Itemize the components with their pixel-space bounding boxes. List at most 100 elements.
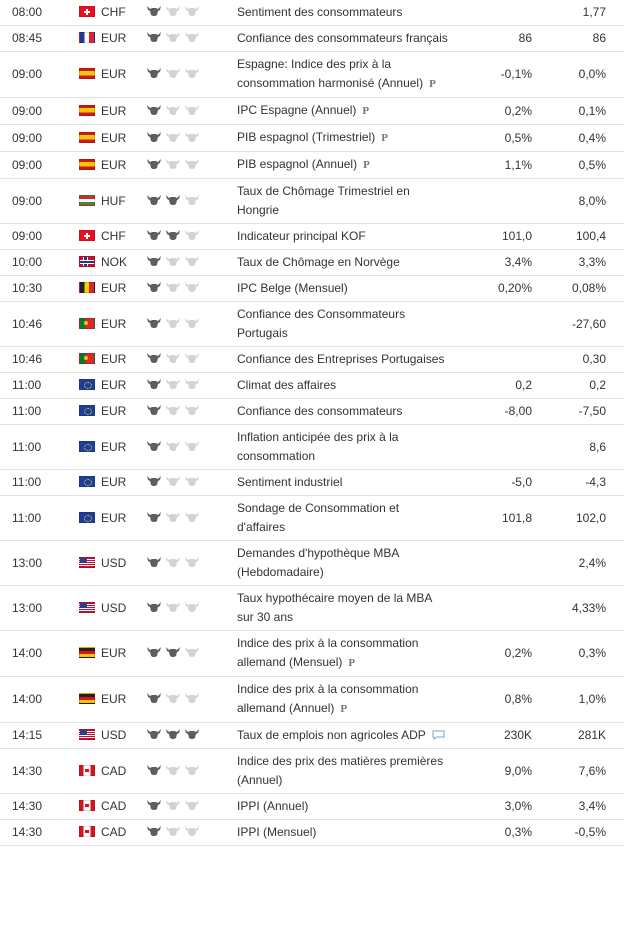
- event-row[interactable]: 09:00 EUR IPC Espagne (Annuel) P 0,2% 0,1%: [0, 98, 624, 125]
- bull-importance-icon: [165, 67, 181, 79]
- currency-code: USD: [101, 728, 127, 742]
- event-name[interactable]: Sentiment des consommateurs: [237, 5, 403, 19]
- event-name[interactable]: IPC Espagne (Annuel): [237, 103, 357, 117]
- event-name[interactable]: Sondage de Consommation et d'affaires: [237, 501, 400, 534]
- event-name[interactable]: Indice des prix des matières premières (…: [237, 754, 444, 787]
- preliminary-icon[interactable]: P: [381, 132, 388, 144]
- event-name[interactable]: Confiance des consommateurs français: [237, 31, 448, 45]
- bull-importance-icon: [146, 692, 162, 704]
- bull-importance-icon: [146, 825, 162, 837]
- event-name[interactable]: Sentiment industriel: [237, 475, 343, 489]
- event-row[interactable]: 10:00 NOK Taux de Chômage en Norvège 3,4% 3,…: [0, 250, 624, 276]
- flag-norway-icon: [79, 256, 95, 267]
- event-row[interactable]: 09:00 HUF Taux de Chômage Trimestriel en H…: [0, 179, 624, 224]
- bull-importance-icon: [184, 646, 200, 658]
- event-name[interactable]: Taux de Chômage Trimestriel en Hongrie: [237, 184, 410, 217]
- event-name[interactable]: IPPI (Mensuel): [237, 825, 317, 839]
- currency-code: CHF: [101, 5, 126, 19]
- event-row[interactable]: 14:30 CAD IPPI (Annuel) 3,0% 3,4%: [0, 794, 624, 820]
- event-row[interactable]: 14:00 EUR Indice des prix à la consommatio…: [0, 677, 624, 723]
- flag-belgium-icon: [79, 282, 95, 293]
- actual-value: [452, 541, 538, 586]
- event-row[interactable]: 13:00 USD Demandes d'hypothèque MBA (Hebdo…: [0, 541, 624, 586]
- bull-importance-icon: [165, 378, 181, 390]
- flag-eurozone-icon: [79, 379, 95, 390]
- currency-code: NOK: [101, 255, 128, 269]
- event-row[interactable]: 14:00 EUR Indice des prix à la consommatio…: [0, 631, 624, 677]
- comment-icon[interactable]: [432, 727, 445, 740]
- event-name[interactable]: Climat des affaires: [237, 378, 337, 392]
- event-name[interactable]: Inflation anticipée des prix à la consom…: [237, 430, 399, 463]
- preliminary-icon[interactable]: P: [363, 159, 370, 171]
- previous-value: -7,50: [578, 404, 606, 418]
- importance-rating: [144, 749, 233, 794]
- importance-rating: [144, 302, 233, 347]
- event-row[interactable]: 14:15 USD Taux de emplois non agricoles AD…: [0, 723, 624, 749]
- event-name[interactable]: Confiance des consommateurs: [237, 404, 403, 418]
- bull-importance-icon: [146, 229, 162, 241]
- currency-code: EUR: [101, 31, 127, 45]
- importance-rating: [144, 723, 233, 749]
- importance-rating: [144, 541, 233, 586]
- event-name[interactable]: Taux de emplois non agricoles ADP: [237, 728, 426, 742]
- bull-importance-icon: [146, 728, 162, 740]
- event-time: 11:00: [12, 475, 42, 489]
- event-row[interactable]: 10:46 EUR Confiance des Consommateurs Port…: [0, 302, 624, 347]
- importance-rating: [144, 52, 233, 98]
- event-row[interactable]: 08:00 CHF Sentiment des consommateurs 1,77: [0, 0, 624, 26]
- flag-spain-icon: [79, 104, 95, 116]
- event-row[interactable]: 11:00 EUR Sondage de Consommation et d'aff…: [0, 496, 624, 541]
- event-name[interactable]: Espagne: Indice des prix à la consommati…: [237, 57, 424, 90]
- event-row[interactable]: 11:00 EUR Climat des affaires 0,2 0,2: [0, 373, 624, 399]
- event-name[interactable]: PIB espagnol (Annuel): [237, 157, 358, 171]
- actual-value: 101,8: [501, 510, 532, 525]
- event-row[interactable]: 11:00 EUR Sentiment industriel -5,0 -4,3: [0, 470, 624, 496]
- event-name[interactable]: Taux hypothécaire moyen de la MBA sur 30…: [237, 591, 432, 624]
- event-name[interactable]: Confiance des Entreprises Portugaises: [237, 352, 445, 366]
- event-name[interactable]: PIB espagnol (Trimestriel): [237, 130, 376, 144]
- event-row[interactable]: 08:45 EUR Confiance des consommateurs fran…: [0, 26, 624, 52]
- event-row[interactable]: 11:00 EUR Confiance des consommateurs -8,00…: [0, 399, 624, 425]
- preliminary-icon[interactable]: P: [340, 703, 348, 715]
- event-row[interactable]: 11:00 EUR Inflation anticipée des prix à l…: [0, 425, 624, 470]
- event-name[interactable]: Indice des prix à la consommation allema…: [237, 636, 419, 669]
- event-row[interactable]: 13:00 USD Taux hypothécaire moyen de la MB…: [0, 586, 624, 631]
- event-row[interactable]: 10:46 EUR Confiance des Entreprises Portug…: [0, 347, 624, 373]
- event-name[interactable]: Taux de Chômage en Norvège: [237, 255, 400, 269]
- currency-code: EUR: [101, 316, 127, 331]
- event-time: 09:00: [12, 193, 43, 208]
- event-row[interactable]: 09:00 EUR PIB espagnol (Annuel) P 1,1% 0,5%: [0, 152, 624, 179]
- event-name[interactable]: Confiance des Consommateurs Portugais: [237, 307, 406, 340]
- previous-value: -0,5%: [574, 825, 606, 839]
- event-name[interactable]: IPC Belge (Mensuel): [237, 281, 348, 295]
- event-row[interactable]: 09:00 EUR Espagne: Indice des prix à la co…: [0, 52, 624, 98]
- bull-importance-icon: [165, 317, 181, 329]
- bull-importance-icon: [165, 646, 181, 658]
- event-name[interactable]: Indice des prix à la consommation allema…: [237, 682, 419, 715]
- bull-importance-icon: [184, 799, 200, 811]
- importance-rating: [144, 98, 233, 125]
- event-row[interactable]: 14:30 CAD Indice des prix des matières pre…: [0, 749, 624, 794]
- event-row[interactable]: 09:00 EUR PIB espagnol (Trimestriel) P 0,5% 0…: [0, 125, 624, 152]
- bull-importance-icon: [184, 67, 200, 79]
- event-row[interactable]: 10:30 EUR IPC Belge (Mensuel) 0,20% 0,08%: [0, 276, 624, 302]
- currency-code: EUR: [101, 475, 127, 489]
- preliminary-icon[interactable]: P: [429, 78, 436, 90]
- actual-value: [452, 586, 538, 631]
- bull-importance-icon: [146, 646, 162, 658]
- actual-value: 0,5%: [504, 130, 532, 145]
- event-time: 11:00: [12, 510, 42, 525]
- bull-importance-icon: [165, 764, 181, 776]
- bull-importance-icon: [184, 475, 200, 487]
- event-row[interactable]: 14:30 CAD IPPI (Mensuel) 0,3% -0,5%: [0, 820, 624, 846]
- event-row[interactable]: 09:00 CHF Indicateur principal KOF 101,0 100…: [0, 224, 624, 250]
- event-time: 13:00: [12, 555, 43, 570]
- event-name[interactable]: Indicateur principal KOF: [237, 229, 366, 243]
- event-name[interactable]: IPPI (Annuel): [237, 799, 309, 813]
- preliminary-icon[interactable]: P: [348, 657, 356, 669]
- event-name[interactable]: Demandes d'hypothèque MBA (Hebdomadaire): [237, 546, 399, 579]
- currency-code: CAD: [101, 799, 127, 813]
- flag-germany-icon: [79, 693, 95, 704]
- preliminary-icon[interactable]: P: [362, 105, 370, 117]
- bull-importance-icon: [165, 5, 181, 17]
